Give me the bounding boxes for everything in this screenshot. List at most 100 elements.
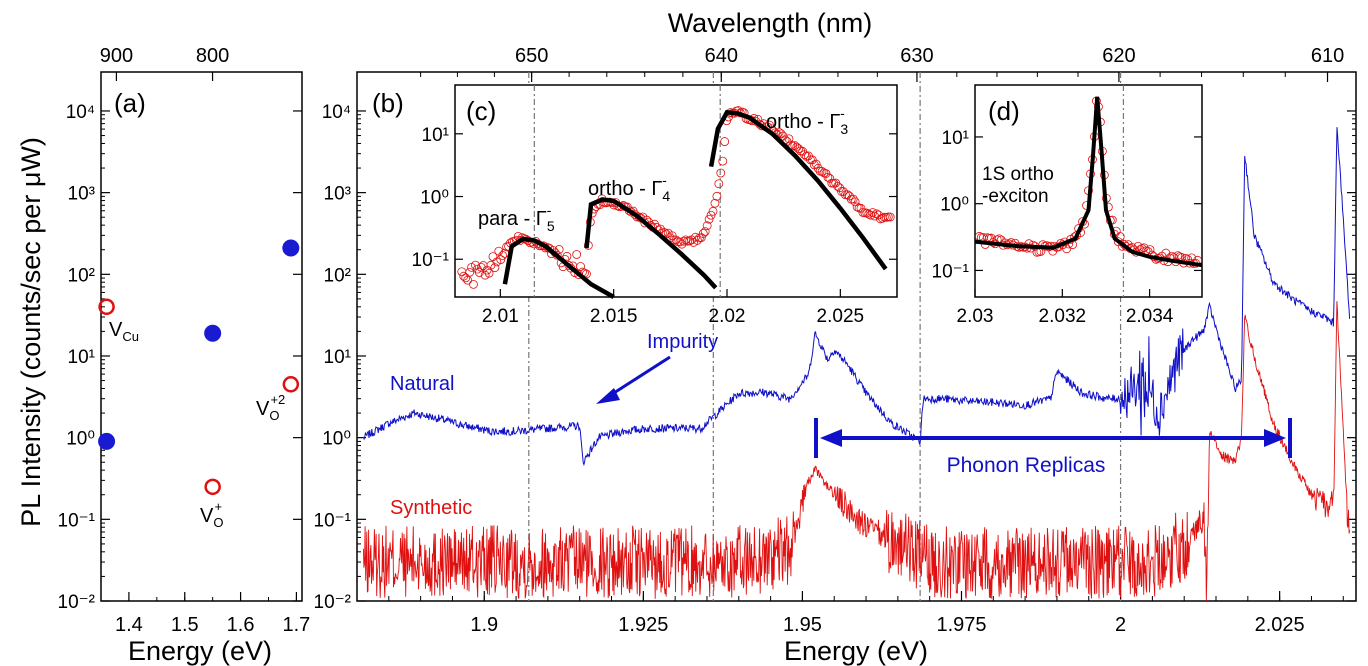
panel-a-y-tick-label: 10¹ [68,347,95,368]
panel-c-data-point [465,267,474,277]
panel-a-letter: (a) [114,88,146,118]
panel-a-x-tick-label: 1.7 [283,614,311,636]
synthetic-label: Synthetic [390,497,472,519]
synthetic-spectrum-line [362,301,1351,602]
panel-d-inset: 10¹ 10⁰ 10⁻¹ 2.03 2.032 2.034 [932,84,1203,327]
panel-b-top-tick-label: 610 [1311,45,1344,67]
panel-c-data-point [784,134,794,144]
panel-b-letter: (b) [372,88,404,118]
panel-c-data-point [698,229,708,238]
para-gamma5-label: para - Γ5- [478,202,555,234]
panel-b-y-tick-label: 10¹ [324,347,351,368]
panel-c-x-tick-label: 2.025 [817,306,865,327]
panel-b-y-tick-label: 10⁻² [314,592,352,613]
natural-defect-point [98,432,116,450]
panel-c-data-point [848,194,858,204]
ortho-gamma3-label: ortho - Γ3- [766,105,848,137]
panel-a-frame [100,71,303,602]
panel-c-letter: (c) [466,96,496,126]
panel-c-fit-line [708,109,888,271]
panel-c-y-tick-label: 10⁻¹ [412,250,450,271]
panel-c-data-point [469,279,478,289]
panel-a-x-tick-label: 1.6 [227,614,255,636]
panel-c-frame [454,84,898,298]
impurity-arrow [596,355,671,404]
panel-c-x-tick-label: 2.02 [709,306,746,327]
exciton-label-line1: 1S ortho [982,164,1054,185]
panel-c-fit-line [584,197,718,290]
phonon-replicas-arrow [814,418,1292,458]
exciton-label-line2: -exciton [982,186,1049,207]
natural-defect-point [282,239,300,257]
panel-c-data-point [564,261,574,270]
panel-c-data-point [476,262,486,272]
panel-b-top-tick-label: 650 [515,45,548,67]
panel-c-data-point [885,212,895,222]
panel-a-y-tick-label: 10⁰ [66,429,95,450]
panel-c-data-point [498,251,508,260]
panel-b-top-tick-label: 640 [705,45,738,67]
panel-c-data-point [716,168,726,178]
panel-a-top-tick-label: 800 [196,45,229,67]
panel-c-data-point [496,255,506,265]
panel-c-data-point [554,245,564,254]
panel-c-data-point [490,263,500,273]
panel-a-y-tick-label: 10⁻² [58,592,96,613]
panel-b-top-tick-label: 620 [1102,45,1135,67]
panel-c-x-tick-label: 2.015 [590,306,638,327]
panel-a-x-tick-label: 1.5 [171,614,199,636]
panel-a-y-tick-label: 10³ [68,184,95,205]
natural-defect-point [204,324,222,342]
panel-c-data-point [480,270,490,280]
synthetic-defect-point [282,376,300,393]
panel-b-y-tick-label: 10⁻¹ [314,510,352,531]
natural-spectrum-line [362,127,1351,467]
panel-a-top-tick-label: 900 [100,45,133,67]
panel-b-y-tick-label: 10⁰ [322,429,351,450]
panel-b-x-label: Energy (eV) [784,636,928,666]
panel-b-x-tick-label: 2.025 [1255,614,1305,636]
panel-a-x-tick-label: 1.4 [115,614,143,636]
panel-b-top-tick-label: 630 [900,45,933,67]
panel-c-data-point [811,159,821,169]
panel-d-fit-line [974,96,1203,268]
panel-d-data-point [1145,245,1155,255]
panel-b-x-tick-label: 1.9 [470,614,498,636]
panel-d-y-tick-label: 10¹ [942,128,969,149]
phonon-replicas-label: Phonon Replicas [947,454,1106,477]
panel-c-x-tick-label: 2.01 [482,306,519,327]
top-axis-label: Wavelength (nm) [668,8,873,38]
vcu-label: VCu [109,319,139,344]
synthetic-defect-point [204,478,221,496]
panel-c-y-tick-label: 10¹ [422,125,449,146]
natural-label: Natural [390,373,454,395]
panel-c-data-point [850,197,860,207]
panel-b-x-tick-label: 1.95 [783,614,822,636]
panel-c-data-point [720,137,730,146]
panel-c-data-point [572,250,582,259]
panel-c-data-point [712,191,722,201]
panel-d-letter: (d) [988,96,1020,126]
panel-d-y-tick-label: 10⁻¹ [932,261,970,282]
ortho-gamma4-label: ortho - Γ4- [588,172,670,204]
panel-d-x-tick-label: 2.03 [957,306,994,327]
y-axis-label: PL Intensity (counts/sec per μW) [16,137,46,527]
synthetic-defect-point [98,298,115,316]
panel-a-x-label: Energy (eV) [128,636,272,666]
panel-b-y-tick-label: 10² [324,265,351,286]
panel-c-data-point [708,206,718,216]
panel-c-data-point [484,268,494,278]
impurity-label: Impurity [647,331,718,353]
panel-b-x-tick-label: 2 [1115,614,1126,636]
panel-c-data-point [576,262,585,271]
panel-d-y-tick-label: 10⁰ [940,195,969,216]
panel-d-x-tick-label: 2.034 [1126,306,1174,327]
panel-d-x-tick-label: 2.032 [1039,306,1087,327]
panel-a: 10⁴ 10³ 10² 10¹ 10⁰ 10⁻¹ 10⁻² 1.4 1.5 1.6 1.7 900 80… [58,45,311,636]
panel-c-y-tick-label: 10⁰ [420,188,449,209]
panel-b: 10⁴ 10³ 10² 10¹ 10⁰ 10⁻¹ 10⁻² 1.9 1.925 1.95 1.975… [314,45,1356,636]
panel-c-data-point [704,214,714,224]
panel-a-y-tick-label: 10² [68,265,95,286]
panel-c-data-point [681,235,691,245]
